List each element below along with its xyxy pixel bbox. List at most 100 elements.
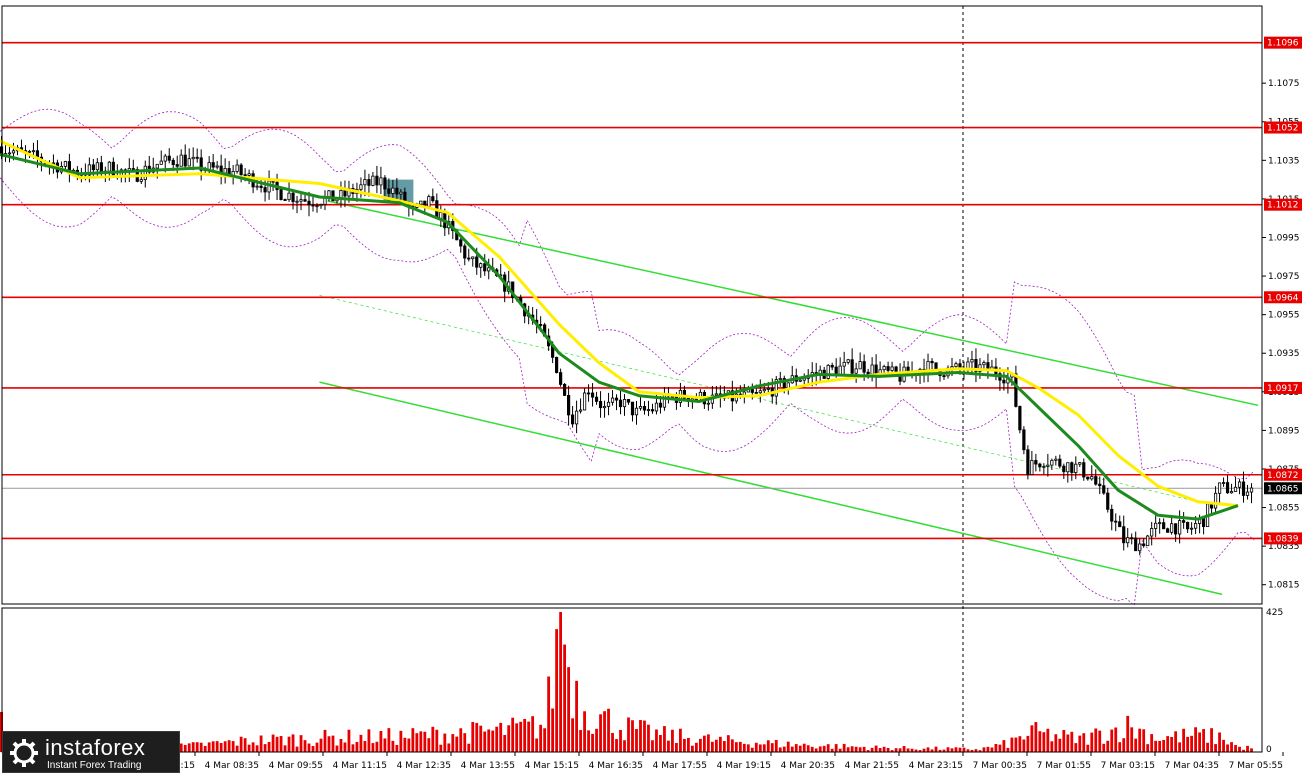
volume-bar xyxy=(339,739,343,752)
volume-bar xyxy=(559,612,563,752)
volume-bar xyxy=(531,716,535,752)
candle-body xyxy=(826,364,830,379)
candle-body xyxy=(590,392,595,398)
volume-bar xyxy=(323,729,327,752)
volume-bar xyxy=(467,743,471,752)
volume-bar xyxy=(998,744,1002,752)
volume-bar xyxy=(878,748,882,752)
candle-body xyxy=(762,389,766,392)
volume-bar xyxy=(1034,722,1038,752)
time-tick-label: 4 Mar 09:55 xyxy=(269,761,323,771)
volume-bar xyxy=(551,708,555,752)
volume-bar xyxy=(487,729,491,752)
volume-bar xyxy=(698,738,702,752)
volume-bar xyxy=(359,734,363,752)
volume-bar xyxy=(399,730,403,752)
volume-bar xyxy=(746,744,750,752)
volume-bar xyxy=(579,730,582,752)
volume-bar xyxy=(395,744,399,752)
volume-bar xyxy=(1066,734,1070,752)
volume-bar xyxy=(1122,738,1126,752)
level-tags: 1.1096 1.1052 1.1012 1.0964 1.0917 1.0872 1.08… xyxy=(1264,36,1302,545)
candle-body xyxy=(1249,487,1254,493)
volume-bar xyxy=(471,721,475,752)
price-tick-label: 1.1075 xyxy=(1268,79,1300,89)
volume-bar xyxy=(786,741,790,752)
candle-body xyxy=(1154,522,1158,529)
candle-body xyxy=(954,363,958,368)
candle-body xyxy=(399,191,403,195)
candle-body xyxy=(479,263,483,268)
volume-bar xyxy=(555,629,559,752)
volume-bar xyxy=(938,749,942,752)
volume-bar xyxy=(679,728,682,752)
candle-body xyxy=(427,196,431,208)
volume-bar xyxy=(1222,739,1225,752)
candle-body xyxy=(1174,523,1178,535)
candle-body xyxy=(187,158,191,167)
volume-bar xyxy=(1214,744,1217,752)
candle-body xyxy=(866,371,870,375)
candle-body xyxy=(1070,462,1074,473)
time-tick-label: 7 Mar 04:35 xyxy=(1165,761,1219,771)
volume-bar xyxy=(838,748,842,752)
volume-bar xyxy=(922,748,926,752)
volume-bar xyxy=(822,745,826,752)
volume-bar xyxy=(990,747,994,752)
volume-bar xyxy=(1198,732,1202,752)
volume-bar xyxy=(862,746,866,752)
candle-body xyxy=(387,188,391,194)
candle-body xyxy=(1098,483,1102,487)
volume-bar xyxy=(247,744,251,752)
candle-body xyxy=(1058,458,1062,467)
candle-body xyxy=(107,161,111,172)
volume-bar xyxy=(858,747,862,752)
candle-body xyxy=(834,366,838,375)
logo-brand: instaforex xyxy=(45,735,146,760)
volume-bar xyxy=(319,738,323,752)
volume-bar xyxy=(651,740,654,752)
candle-body xyxy=(183,154,187,167)
volume-bar xyxy=(251,742,255,752)
candle-body xyxy=(850,359,854,374)
candle-body xyxy=(654,402,659,412)
candle-body xyxy=(7,152,12,155)
candle-body xyxy=(303,199,307,202)
candle-body xyxy=(375,175,379,186)
volume-bar xyxy=(619,729,622,752)
volume-bar xyxy=(291,734,295,752)
volume-bar xyxy=(1006,747,1010,752)
volume-bar xyxy=(511,717,515,752)
candle-body xyxy=(171,159,175,166)
volume-bar xyxy=(479,725,483,752)
candle-body xyxy=(159,160,163,165)
candle-body xyxy=(131,168,135,170)
candle-body xyxy=(1062,465,1066,473)
candle-body xyxy=(642,406,647,411)
candle-body xyxy=(594,396,599,402)
volume-bar xyxy=(1250,748,1253,752)
price-tick-label: 1.0855 xyxy=(1268,504,1300,514)
candle-body xyxy=(155,163,159,169)
volume-bar xyxy=(894,748,898,752)
candle-body xyxy=(259,185,263,188)
candle-body xyxy=(1178,520,1182,535)
volume-bar xyxy=(391,740,395,752)
candle-body xyxy=(1186,521,1190,530)
volume-bar xyxy=(219,743,223,752)
volume-bar xyxy=(1070,731,1074,752)
volume-bar xyxy=(215,741,219,752)
volume-bar xyxy=(203,745,207,752)
volume-bar xyxy=(671,729,674,752)
volume-bar xyxy=(279,736,283,752)
upper-band xyxy=(0,108,1255,480)
level-lines xyxy=(2,41,1262,540)
candle-body xyxy=(982,362,986,366)
volume-bar xyxy=(886,747,890,752)
candle-body xyxy=(1090,476,1094,480)
volume-bar xyxy=(714,739,718,752)
level-tag-label: 1.1052 xyxy=(1267,124,1299,134)
candle-body xyxy=(934,362,938,370)
volume-bar xyxy=(683,738,686,752)
candle-body xyxy=(930,360,934,364)
